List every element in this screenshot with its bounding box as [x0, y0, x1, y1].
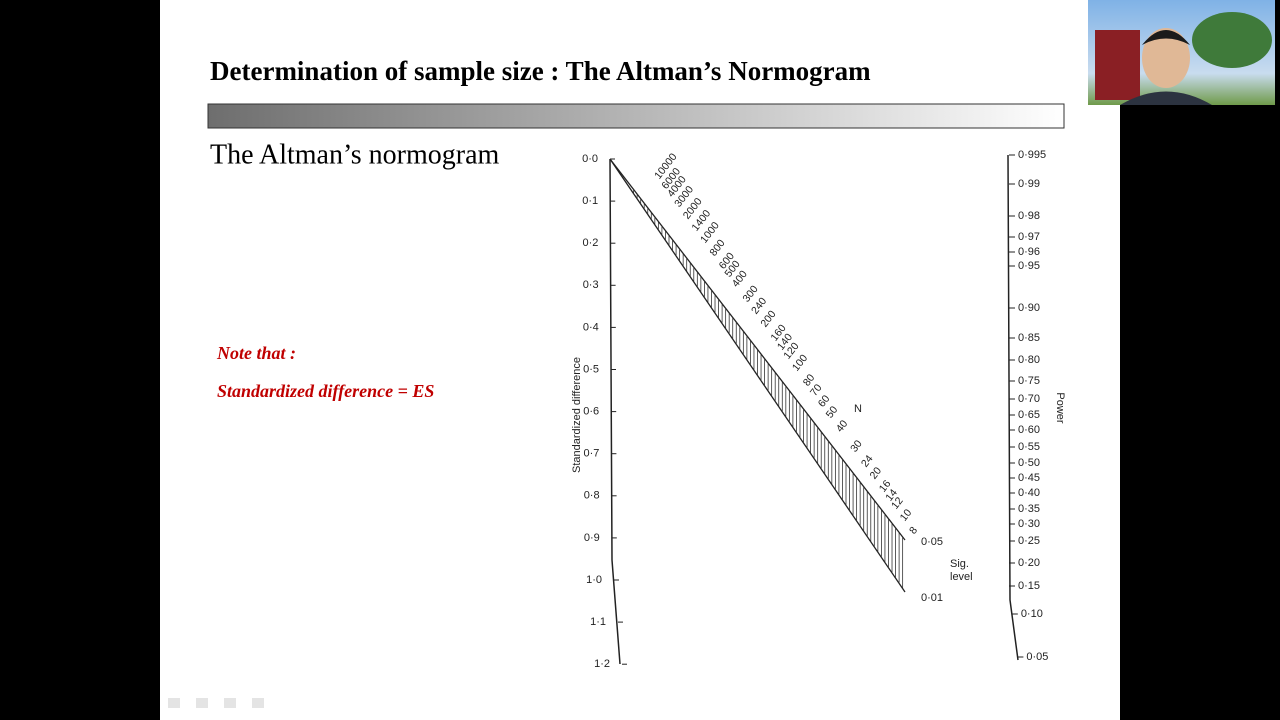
webcam — [1088, 0, 1275, 105]
n-scale-label: N — [854, 403, 862, 415]
nav-next[interactable] — [252, 698, 264, 708]
left-tick-label: 1·0 — [586, 574, 602, 586]
sig-value: 0·01 — [921, 592, 943, 604]
right-tick-label: 0·85 — [1018, 332, 1040, 344]
right-tick-label: 0·99 — [1018, 178, 1040, 190]
right-tick-label: 0·25 — [1018, 535, 1040, 547]
slide-subtitle: The Altman’s normogram — [210, 139, 500, 170]
left-tick-label: 0·7 — [583, 448, 599, 460]
right-tick-label: 0·40 — [1018, 487, 1040, 499]
right-tick-label: 0·35 — [1018, 503, 1040, 515]
sig-value: 0·05 — [921, 536, 943, 548]
sig-label: Sig. — [950, 558, 969, 570]
note: Note that : — [216, 343, 296, 363]
right-tick-label: 0·97 — [1018, 231, 1040, 243]
slide-title: Determination of sample size : The Altma… — [210, 56, 871, 86]
left-tick-label: 0·1 — [582, 195, 598, 207]
left-tick-label: 0·4 — [583, 321, 599, 333]
webcam-face — [1142, 28, 1190, 88]
note: Standardized difference = ES — [217, 381, 434, 401]
right-tick-label: 0·98 — [1018, 210, 1040, 222]
right-tick-label: 0·995 — [1018, 149, 1046, 161]
right-tick-label: 0·75 — [1018, 375, 1040, 387]
right-axis-line — [1007, 154, 1019, 661]
right-tick-label: 0·60 — [1018, 424, 1040, 436]
left-tick-label: 1·2 — [594, 658, 610, 670]
right-tick-label: 0·96 — [1018, 246, 1040, 258]
webcam-shirt — [1120, 91, 1212, 105]
left-tick-label: 0·0 — [582, 153, 598, 165]
nav-pen[interactable] — [196, 698, 208, 708]
left-tick-label: 0·8 — [584, 490, 600, 502]
left-tick-label: 0·6 — [583, 406, 599, 418]
slide-nav — [168, 698, 264, 708]
title-bar — [207, 103, 1065, 129]
right-tick-label: 0·95 — [1018, 260, 1040, 272]
nav-menu[interactable] — [224, 698, 236, 708]
left-tick-label: 1·1 — [590, 616, 606, 628]
left-tick-label: 0·9 — [584, 532, 600, 544]
right-tick-label: 0·80 — [1018, 354, 1040, 366]
webcam-hair — [1142, 30, 1190, 45]
right-tick-label: 0·15 — [1018, 580, 1040, 592]
webcam-background — [1095, 30, 1140, 100]
right-axis-label: Power — [1054, 392, 1066, 424]
right-tick-label: 0·90 — [1018, 302, 1040, 314]
left-tick-label: 0·2 — [582, 237, 598, 249]
left-tick-label: 0·3 — [583, 279, 599, 291]
left-tick-label: 0·5 — [583, 363, 599, 375]
right-tick-label: 0·45 — [1018, 472, 1040, 484]
left-axis-line — [609, 158, 621, 665]
right-tick-label: 0·55 — [1018, 441, 1040, 453]
left-axis-label: Standardized difference — [571, 357, 583, 473]
right-tick-label: 0·05 — [1026, 651, 1048, 663]
sig-label: level — [950, 571, 973, 583]
right-tick-label: 0·50 — [1018, 457, 1040, 469]
right-tick-label: 0·20 — [1018, 557, 1040, 569]
nav-prev[interactable] — [168, 698, 180, 708]
webcam-trees — [1192, 12, 1272, 68]
right-tick-label: 0·30 — [1018, 518, 1040, 530]
right-tick-label: 0·65 — [1018, 409, 1040, 421]
right-tick-label: 0·10 — [1021, 608, 1043, 620]
right-tick-label: 0·70 — [1018, 393, 1040, 405]
